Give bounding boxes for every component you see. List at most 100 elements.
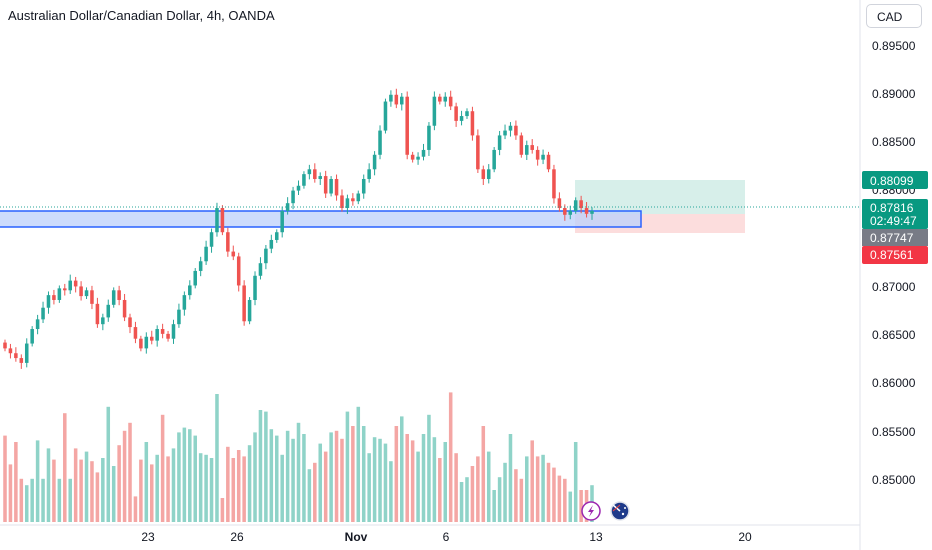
price-tick: 0.89500 (872, 39, 916, 53)
volume-bar (438, 458, 442, 522)
candle-body (486, 169, 491, 179)
candle-body (302, 174, 306, 186)
volume-bar (3, 435, 7, 522)
candle-body (378, 130, 382, 155)
candle-body (122, 299, 127, 318)
candle-body (367, 169, 371, 179)
price-tick: 0.87000 (872, 280, 916, 294)
volume-bar (128, 422, 132, 522)
volume-bar (486, 451, 491, 522)
volume-bar (95, 472, 100, 522)
stop-price-label: 0.87561 (870, 248, 914, 262)
candle-body (171, 324, 176, 339)
volume-bar (177, 432, 181, 522)
volume-bar (421, 434, 426, 522)
candle-body (253, 275, 257, 300)
candle-body (133, 327, 138, 339)
volume-bar (383, 443, 388, 522)
candle-body (285, 203, 290, 211)
candle-body (356, 193, 361, 202)
volume-bar (258, 410, 263, 522)
candle-body (557, 198, 562, 209)
time-axis: 23 26 Nov 6 13 20 (141, 530, 752, 544)
price-axis: 0.89500 0.89000 0.88500 0.88000 0.87000 … (872, 39, 916, 487)
volume-bar (476, 456, 480, 522)
volume-bar (313, 462, 317, 522)
time-tick: 6 (443, 530, 450, 544)
volume-bar (193, 435, 197, 522)
volume-bar (525, 456, 529, 522)
volume-bar (285, 430, 290, 522)
candle-body (236, 256, 241, 286)
candle-body (584, 208, 589, 214)
bar-countdown-label: 02:49:47 (870, 214, 917, 228)
candle-body (345, 198, 350, 209)
candle-body (546, 154, 551, 170)
volume-bar (106, 406, 111, 522)
price-tick: 0.88500 (872, 135, 916, 149)
candle-body (563, 208, 567, 215)
volume-bar (73, 448, 78, 522)
volume-bar (160, 414, 165, 522)
candle-body (470, 111, 475, 136)
volume-bar (535, 456, 540, 522)
volume-bar (253, 432, 257, 522)
target-price-tag (862, 171, 928, 189)
currency-selector-button[interactable]: CAD (866, 4, 922, 28)
volume-bar (546, 462, 551, 522)
candle-body (166, 333, 170, 339)
time-tick: 23 (141, 530, 155, 544)
candle-body (400, 96, 404, 105)
volume-bar (171, 448, 176, 522)
volume-bar (280, 454, 284, 522)
volume-bar (19, 478, 24, 522)
candle-body (590, 210, 594, 214)
volume-bar (236, 450, 241, 522)
candle-body (492, 149, 496, 170)
volume-bar (340, 438, 344, 522)
volume-bar (307, 469, 312, 522)
volume-bar (63, 413, 67, 522)
candle-body (46, 295, 51, 308)
candle-body (155, 329, 159, 341)
volume-bar (361, 426, 366, 522)
volume-bar (52, 459, 56, 522)
volume-bar (372, 437, 377, 522)
stop-price-tag (862, 246, 928, 264)
candle-body (394, 94, 399, 105)
candle-body (503, 130, 507, 136)
volume-bar (133, 496, 138, 522)
candle-body (231, 251, 236, 257)
candle-body (258, 263, 263, 276)
candle-body (296, 185, 301, 191)
volume-bar (117, 445, 121, 522)
candle-body (95, 303, 100, 325)
volume-bar (323, 451, 328, 522)
volume-bar (79, 459, 83, 522)
candle-body (541, 154, 545, 160)
events-icon[interactable] (581, 501, 601, 521)
candle-body (427, 125, 431, 150)
volume-bar (101, 458, 105, 522)
volume-bar (155, 454, 159, 522)
support-zone[interactable] (0, 210, 642, 228)
volume-bar (448, 392, 453, 522)
candle-body (405, 96, 409, 155)
volume-bar (405, 434, 409, 522)
volume-bar (90, 461, 94, 522)
volume-bar (296, 422, 301, 522)
volume-bar (84, 451, 89, 522)
candle-body (35, 319, 40, 330)
candle-body (73, 280, 78, 287)
volume-bar (231, 458, 236, 522)
volume-bar (198, 453, 203, 522)
candle-body (313, 169, 317, 179)
australia-flag-icon[interactable] (610, 501, 630, 521)
candle-body (52, 295, 56, 300)
candle-body (351, 198, 355, 202)
volume-bar (573, 442, 578, 522)
target-zone[interactable] (575, 180, 745, 214)
candle-body (220, 208, 225, 233)
candle-body (323, 176, 328, 194)
